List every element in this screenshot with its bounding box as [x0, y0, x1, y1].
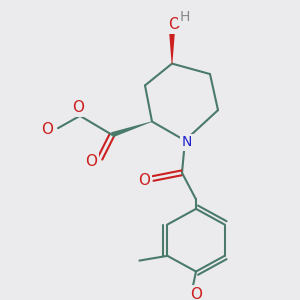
Text: O: O [190, 287, 202, 300]
Text: O: O [138, 173, 150, 188]
Text: O: O [72, 100, 84, 115]
Polygon shape [111, 121, 152, 137]
Text: N: N [182, 135, 192, 149]
Text: O: O [85, 154, 97, 169]
Text: O: O [41, 122, 53, 136]
Text: H: H [180, 10, 190, 24]
Text: O: O [168, 17, 180, 32]
Polygon shape [169, 33, 175, 64]
